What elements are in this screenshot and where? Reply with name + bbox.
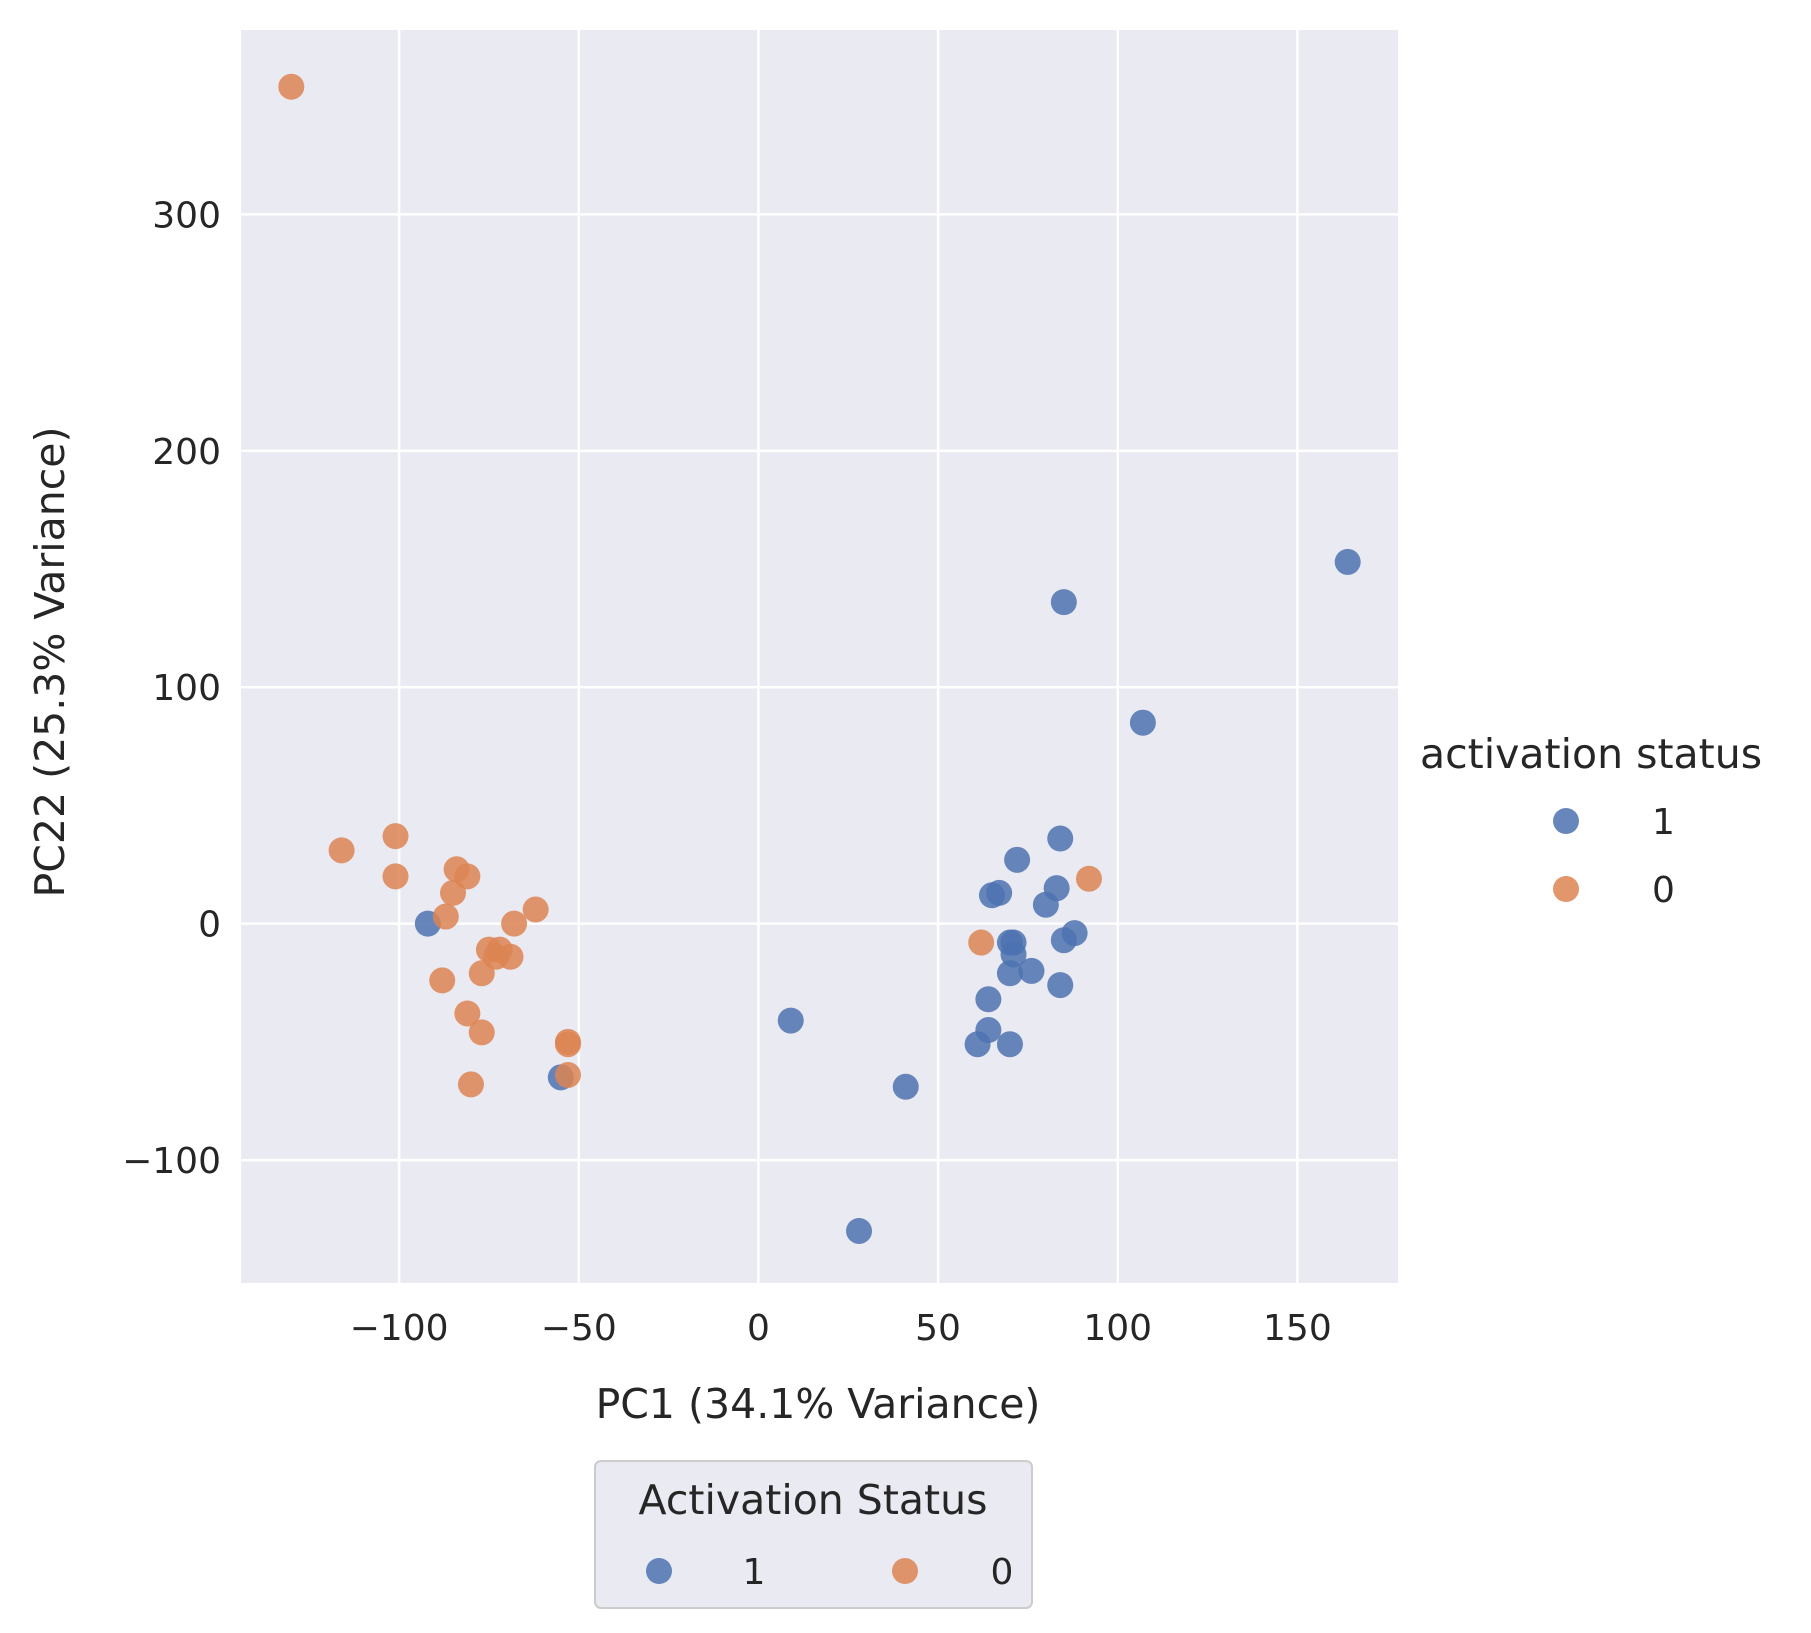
- data-point-series-0: [454, 1000, 481, 1027]
- data-point-series-0: [1075, 865, 1102, 892]
- data-point-series-1: [1000, 929, 1027, 956]
- data-point-series-1: [975, 1017, 1002, 1044]
- data-point-series-1: [1061, 920, 1088, 947]
- y-tick-label: 200: [152, 432, 221, 473]
- legend-bottom-title: Activation Status: [639, 1476, 988, 1524]
- legend-right-marker-1: [1553, 808, 1579, 834]
- plot-area: [241, 30, 1398, 1283]
- data-point-series-0: [278, 73, 305, 100]
- data-point-series-0: [454, 863, 481, 890]
- x-axis-label: PC1 (34.1% Variance): [596, 1380, 1041, 1428]
- data-point-series-0: [328, 837, 355, 864]
- x-tick-labels: −100 −50 0 50 100 150: [350, 1308, 1332, 1349]
- data-point-series-0: [468, 1019, 495, 1046]
- data-point-series-1: [986, 879, 1013, 906]
- data-point-series-0: [432, 903, 459, 930]
- data-point-series-1: [996, 1031, 1023, 1058]
- data-point-series-0: [457, 1071, 484, 1098]
- y-axis-label: PC22 (25.3% Variance): [26, 427, 74, 898]
- data-point-series-1: [1043, 875, 1070, 902]
- legend-right: activation status 1 0: [1420, 730, 1762, 911]
- data-point-series-0: [522, 896, 549, 923]
- data-point-series-0: [429, 967, 456, 994]
- x-tick-label: 150: [1263, 1308, 1332, 1349]
- data-point-series-1: [1047, 825, 1074, 852]
- legend-right-label-1: 1: [1652, 802, 1675, 843]
- data-point-series-1: [1018, 957, 1045, 984]
- data-point-series-1: [777, 1007, 804, 1034]
- data-point-series-1: [846, 1217, 873, 1244]
- data-points: [278, 73, 1361, 1244]
- data-point-series-1: [1004, 846, 1031, 873]
- data-point-series-0: [497, 943, 524, 970]
- legend-bottom-label-0: 0: [991, 1552, 1014, 1593]
- x-tick-label: 0: [747, 1308, 770, 1349]
- y-tick-label: −100: [122, 1141, 221, 1182]
- x-tick-label: 50: [915, 1308, 961, 1349]
- data-point-series-0: [382, 863, 409, 890]
- x-tick-label: −100: [350, 1308, 449, 1349]
- legend-right-label-0: 0: [1652, 870, 1675, 911]
- data-point-series-1: [1047, 972, 1074, 999]
- legend-bottom-marker-0: [892, 1558, 918, 1584]
- data-point-series-0: [382, 823, 409, 850]
- data-point-series-0: [554, 1061, 581, 1088]
- data-point-series-1: [975, 986, 1002, 1013]
- x-tick-label: 100: [1083, 1308, 1152, 1349]
- y-tick-label: 100: [152, 668, 221, 709]
- legend-bottom-marker-1: [646, 1558, 672, 1584]
- grid-lines: [241, 30, 1398, 1283]
- legend-right-marker-0: [1553, 876, 1579, 902]
- x-tick-label: −50: [541, 1308, 617, 1349]
- legend-right-title: activation status: [1420, 730, 1762, 778]
- data-point-series-0: [501, 910, 528, 937]
- y-tick-label: 0: [198, 905, 221, 946]
- y-tick-labels: −100 0 100 200 300: [122, 195, 221, 1182]
- data-point-series-1: [1129, 709, 1156, 736]
- legend-bottom: Activation Status 1 0: [594, 1460, 1033, 1609]
- legend-bottom-frame: [594, 1460, 1033, 1609]
- legend-bottom-label-1: 1: [743, 1552, 766, 1593]
- data-point-series-0: [968, 929, 995, 956]
- data-point-series-1: [1334, 548, 1361, 575]
- data-point-series-1: [892, 1073, 919, 1100]
- data-point-series-0: [554, 1031, 581, 1058]
- data-point-series-1: [1050, 589, 1077, 616]
- y-tick-label: 300: [152, 195, 221, 236]
